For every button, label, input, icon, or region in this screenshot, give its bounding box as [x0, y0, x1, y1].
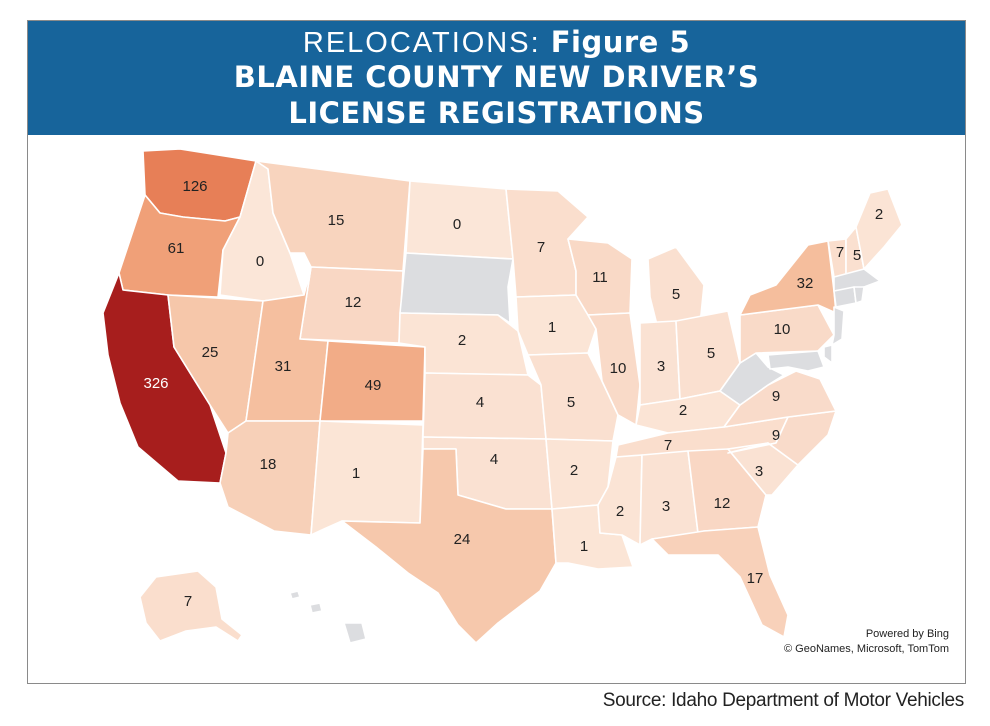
state-value-wisconsin: 11	[592, 269, 608, 286]
state-value-idaho: 0	[256, 253, 264, 270]
state-value-minnesota: 7	[537, 239, 545, 256]
state-alaska	[139, 570, 243, 642]
state-new-jersey	[831, 306, 845, 346]
map-title: BLAINE COUNTY NEW DRIVER’S LICENSE REGIS…	[28, 59, 965, 131]
state-value-indiana: 3	[657, 358, 665, 375]
state-value-nebraska: 2	[458, 332, 466, 349]
state-value-vermont: 7	[836, 244, 844, 261]
state-new-york	[739, 240, 837, 316]
state-illinois	[587, 312, 641, 426]
state-value-michigan: 5	[672, 286, 680, 303]
map-title-text: BLAINE COUNTY NEW DRIVER’S LICENSE REGIS…	[233, 60, 760, 130]
state-value-california: 326	[143, 375, 168, 392]
state-new-mexico	[310, 420, 424, 536]
state-missouri	[527, 352, 619, 442]
state-value-arkansas: 2	[570, 462, 578, 479]
source-note: Source: Idaho Department of Motor Vehicl…	[602, 690, 965, 711]
state-value-new-mexico: 1	[352, 465, 360, 482]
state-value-new-york: 32	[797, 275, 814, 292]
figure-number: Figure 5	[550, 25, 691, 59]
state-value-kentucky: 2	[679, 402, 687, 419]
state-value-kansas: 4	[476, 394, 484, 411]
state-mississippi	[597, 454, 643, 546]
state-value-south-carolina: 3	[755, 463, 763, 480]
state-value-new-hampshire: 5	[853, 247, 861, 264]
figure-frame: RELOCATIONS: Figure 5 BLAINE COUNTY NEW …	[27, 20, 966, 684]
figure-title-line: RELOCATIONS: Figure 5	[28, 25, 965, 60]
state-value-north-carolina: 9	[772, 427, 780, 444]
map-credits: © GeoNames, Microsoft, TomTom	[784, 643, 949, 655]
us-choropleth-map: 1266132602515123149181024424715211110535…	[102, 148, 903, 644]
state-north-carolina	[727, 410, 837, 466]
state-value-tennessee: 7	[664, 437, 672, 454]
state-connecticut	[833, 286, 857, 308]
state-hawaii	[289, 590, 367, 644]
state-value-missouri: 5	[567, 394, 575, 411]
state-value-virginia: 9	[772, 388, 780, 405]
state-value-wyoming: 12	[345, 294, 362, 311]
state-maine	[855, 188, 903, 270]
state-value-nevada: 25	[202, 344, 219, 361]
title-lead: RELOCATIONS:	[302, 27, 541, 59]
state-value-maine: 2	[875, 206, 883, 223]
state-value-alaska: 7	[184, 593, 192, 610]
state-value-ohio: 5	[707, 345, 715, 362]
state-value-arizona: 18	[260, 456, 277, 473]
state-value-mississippi: 2	[616, 503, 624, 520]
state-arizona	[219, 420, 321, 536]
state-value-georgia: 12	[714, 495, 731, 512]
state-value-utah: 31	[275, 358, 292, 375]
state-value-florida: 17	[747, 570, 764, 587]
state-value-montana: 15	[328, 212, 345, 229]
map-attribution: Powered by Bing © GeoNames, Microsoft, T…	[784, 627, 949, 657]
state-texas	[341, 448, 557, 644]
state-rhode-island	[853, 286, 865, 304]
states-layer	[102, 148, 903, 644]
state-florida	[651, 526, 789, 638]
powered-by-bing: Powered by Bing	[865, 628, 949, 640]
state-massachusetts	[833, 268, 881, 292]
state-value-pennsylvania: 10	[774, 321, 791, 338]
state-south-dakota	[399, 252, 514, 324]
state-value-louisiana: 1	[580, 538, 588, 555]
state-value-texas: 24	[454, 531, 471, 548]
state-value-north-dakota: 0	[453, 216, 461, 233]
state-value-washington: 126	[182, 178, 207, 195]
state-value-iowa: 1	[548, 319, 556, 336]
title-banner: RELOCATIONS: Figure 5 BLAINE COUNTY NEW …	[28, 21, 965, 135]
state-kansas	[422, 372, 547, 440]
state-value-oregon: 61	[168, 240, 185, 257]
state-value-oklahoma: 4	[490, 451, 498, 468]
labels-layer: 1266132602515123149181024424715211110535…	[143, 178, 883, 610]
state-delaware	[823, 344, 833, 364]
state-maryland	[767, 350, 825, 372]
state-value-colorado: 49	[365, 377, 382, 394]
state-value-illinois: 10	[610, 360, 627, 377]
state-value-alabama: 3	[662, 498, 670, 515]
